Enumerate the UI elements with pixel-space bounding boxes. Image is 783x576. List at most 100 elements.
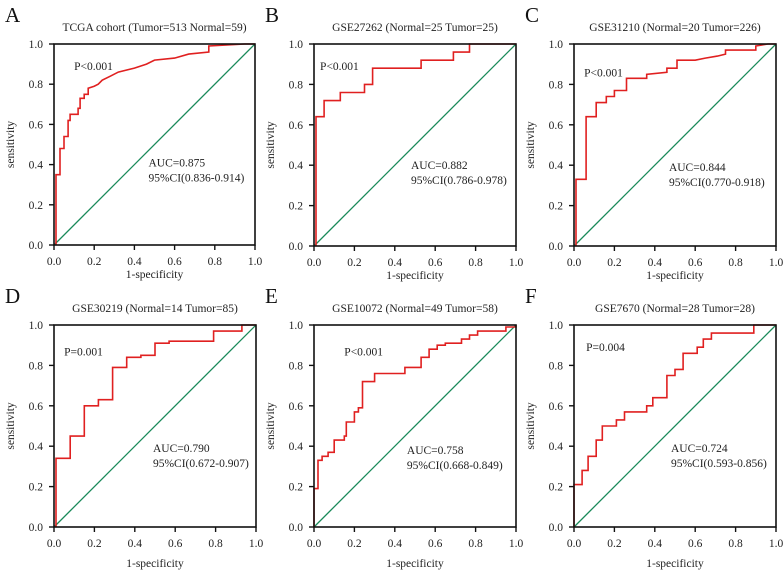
auc-label: AUC=0.844: [669, 162, 726, 174]
x-tick-label: 0.8: [728, 538, 743, 550]
p-value-label: P<0.001: [344, 346, 383, 358]
x-tick-label: 0.2: [607, 538, 622, 550]
x-tick-label: 0.8: [728, 257, 743, 269]
y-tick-label: 0.6: [549, 120, 564, 132]
x-tick-label: 0.6: [428, 257, 443, 269]
panel-letter: D: [5, 284, 20, 308]
x-tick-label: 0.6: [428, 538, 443, 550]
x-tick-label: 0.2: [347, 538, 362, 550]
panel-title: TCGA cohort (Tumor=513 Normal=59): [62, 22, 246, 34]
panel-title: GSE30219 (Normal=14 Tumor=85): [72, 303, 238, 315]
ci-label: 95%CI(0.786-0.978): [411, 175, 507, 187]
plot-frame: [313, 43, 517, 247]
x-tick-label: 0.0: [567, 257, 582, 269]
y-tick-label: 0.2: [549, 482, 564, 494]
y-axis-title: sensitivity: [525, 402, 537, 450]
roc-panel-c: C GSE31210 (Normal=20 Tumor=226) 0.0 0.2 0.4…: [525, 3, 783, 282]
x-axis-title: 1-specificity: [386, 558, 444, 570]
panel-title: GSE31210 (Normal=20 Tumor=226): [589, 22, 761, 34]
y-tick-label: 0.8: [549, 360, 564, 372]
x-tick-label: 0.6: [168, 538, 183, 550]
y-tick-label: 0.0: [289, 522, 304, 534]
panel-letter: B: [265, 3, 279, 27]
x-tick-label: 0.0: [307, 257, 322, 269]
panel-letter: E: [265, 284, 278, 308]
roc-panel-a: A TCGA cohort (Tumor=513 Normal=59) 0.0 0.2…: [5, 3, 262, 281]
x-tick-label: 0.6: [688, 257, 703, 269]
auc-label: AUC=0.882: [411, 160, 468, 172]
y-tick-label: 0.8: [289, 79, 304, 91]
x-tick-label: 1.0: [248, 256, 263, 268]
roc-panel-e: E GSE10072 (Normal=49 Tumor=58) 0.0 0.2 0.4 0…: [265, 284, 523, 570]
ci-label: 95%CI(0.836-0.914): [148, 173, 244, 185]
y-tick-label: 0.6: [549, 401, 564, 413]
panel-letter: F: [525, 284, 537, 308]
y-tick-label: 0.2: [289, 201, 304, 213]
reference-diagonal: [53, 43, 256, 246]
plot-frame: [53, 324, 257, 528]
auc-label: AUC=0.790: [153, 443, 210, 455]
y-tick-label: 0.2: [29, 200, 44, 212]
x-tick-label: 0.4: [127, 256, 142, 268]
x-tick-label: 1.0: [769, 538, 783, 550]
y-axis-title: sensitivity: [5, 402, 17, 450]
x-tick-label: 1.0: [769, 257, 783, 269]
x-tick-label: 0.2: [87, 256, 102, 268]
x-tick-label: 1.0: [249, 538, 264, 550]
reference-diagonal: [313, 324, 517, 528]
x-tick-label: 0.2: [347, 257, 362, 269]
p-value-label: P<0.001: [320, 61, 359, 73]
roc-panel-b: B GSE27262 (Normal=25 Tumor=25) 0.0 0.2 0.4 0…: [265, 3, 523, 282]
y-tick-label: 0.0: [29, 522, 44, 534]
y-tick-label: 0.0: [29, 240, 44, 252]
roc-curve: [573, 324, 776, 527]
reference-diagonal: [573, 324, 777, 528]
y-tick-label: 0.4: [289, 441, 304, 453]
x-axis-title: 1-specificity: [126, 269, 184, 281]
x-tick-label: 0.8: [468, 257, 483, 269]
ci-label: 95%CI(0.672-0.907): [153, 458, 249, 470]
y-tick-label: 0.8: [29, 360, 44, 372]
y-tick-label: 0.4: [29, 441, 44, 453]
y-tick-label: 0.8: [29, 79, 44, 91]
roc-curve: [55, 324, 256, 527]
y-tick-label: 0.2: [549, 201, 564, 213]
y-axis-title: sensitivity: [525, 121, 537, 169]
x-tick-label: 0.8: [468, 538, 483, 550]
ci-label: 95%CI(0.593-0.856): [671, 458, 767, 470]
y-tick-label: 1.0: [549, 320, 564, 332]
panel-title: GSE10072 (Normal=49 Tumor=58): [332, 303, 498, 315]
p-value-label: P=0.004: [586, 342, 625, 354]
x-tick-label: 0.4: [388, 538, 403, 550]
x-tick-label: 1.0: [509, 257, 524, 269]
y-tick-label: 0.4: [289, 160, 304, 172]
x-tick-label: 0.4: [648, 257, 663, 269]
x-tick-label: 0.4: [128, 538, 143, 550]
y-tick-label: 0.6: [29, 119, 44, 131]
roc-curve: [313, 325, 517, 527]
y-tick-label: 1.0: [29, 39, 44, 51]
x-axis-title: 1-specificity: [646, 558, 704, 570]
roc-curve: [55, 43, 255, 245]
x-tick-label: 0.8: [208, 256, 223, 268]
y-axis-title: sensitivity: [265, 402, 277, 450]
roc-panel-f: F GSE7670 (Normal=28 Tumor=28) 0.0 0.2 0.4 0.…: [525, 284, 783, 570]
x-tick-label: 0.8: [208, 538, 223, 550]
y-tick-label: 0.4: [549, 441, 564, 453]
p-value-label: P<0.001: [584, 67, 623, 79]
y-tick-label: 0.4: [29, 160, 44, 172]
x-tick-label: 0.0: [307, 538, 322, 550]
x-axis-title: 1-specificity: [126, 558, 184, 570]
panel-title: GSE7670 (Normal=28 Tumor=28): [595, 303, 755, 315]
panel-letter: A: [5, 3, 21, 27]
x-tick-label: 0.0: [567, 538, 582, 550]
x-tick-label: 0.4: [648, 538, 663, 550]
plot-frame: [313, 324, 517, 528]
auc-label: AUC=0.724: [671, 443, 728, 455]
panel-title: GSE27262 (Normal=25 Tumor=25): [332, 22, 498, 34]
y-tick-label: 1.0: [549, 39, 564, 51]
plot-frame: [573, 43, 777, 247]
x-axis-title: 1-specificity: [386, 270, 444, 282]
roc-panel-d: D GSE30219 (Normal=14 Tumor=85) 0.0 0.2 0.4 0…: [5, 284, 263, 570]
